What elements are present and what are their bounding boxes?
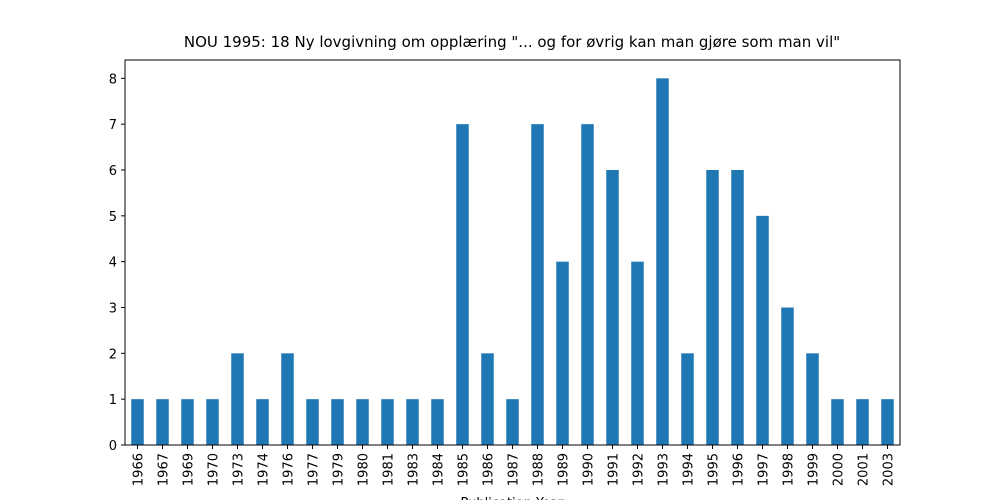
bar bbox=[831, 399, 844, 445]
bar bbox=[206, 399, 219, 445]
y-tick-label: 7 bbox=[109, 118, 117, 133]
chart-title: NOU 1995: 18 Ny lovgivning om opplæring … bbox=[184, 33, 840, 51]
bar bbox=[356, 399, 369, 445]
bar bbox=[331, 399, 344, 445]
bar bbox=[656, 78, 669, 445]
y-tick-label: 4 bbox=[109, 256, 117, 271]
x-tick-label: 2001 bbox=[857, 453, 872, 486]
x-tick-label: 1973 bbox=[232, 453, 247, 486]
bar bbox=[531, 124, 544, 446]
bar bbox=[631, 261, 644, 445]
bar bbox=[731, 170, 744, 445]
x-axis-label: Publication Year bbox=[461, 496, 565, 500]
y-tick-label: 8 bbox=[109, 72, 117, 87]
x-tick-label: 1989 bbox=[557, 453, 572, 486]
x-tick-label: 1979 bbox=[332, 453, 347, 486]
x-tick-label: 1995 bbox=[707, 453, 722, 486]
bar bbox=[556, 261, 569, 445]
bar bbox=[256, 399, 269, 445]
x-tick-label: 1988 bbox=[532, 453, 547, 486]
x-tick-label: 1993 bbox=[657, 453, 672, 486]
x-tick-label: 1983 bbox=[407, 453, 422, 486]
x-tick-label: 2000 bbox=[832, 453, 847, 486]
bar bbox=[481, 353, 494, 445]
y-tick-label: 1 bbox=[109, 393, 117, 408]
x-tick-label: 1991 bbox=[607, 453, 622, 486]
x-tick-label: 1990 bbox=[582, 453, 597, 486]
bar bbox=[456, 124, 469, 446]
x-tick-label: 1987 bbox=[507, 453, 522, 486]
bar bbox=[156, 399, 169, 445]
x-tick-label: 1967 bbox=[157, 453, 172, 486]
x-tick-label: 1976 bbox=[282, 453, 297, 486]
x-tick-label: 1986 bbox=[482, 453, 497, 486]
x-tick-label: 1997 bbox=[757, 453, 772, 486]
y-tick-label: 2 bbox=[109, 347, 117, 362]
bar bbox=[506, 399, 519, 445]
bar bbox=[131, 399, 144, 445]
x-tick-label: 1992 bbox=[632, 453, 647, 486]
bar bbox=[706, 170, 719, 445]
bar bbox=[681, 353, 694, 445]
x-tick-label: 1977 bbox=[307, 453, 322, 486]
y-tick-label: 3 bbox=[109, 302, 117, 317]
bar bbox=[756, 215, 769, 445]
bar bbox=[606, 170, 619, 445]
x-tick-label: 2003 bbox=[882, 453, 897, 486]
x-tick-label: 1998 bbox=[782, 453, 797, 486]
bar bbox=[181, 399, 194, 445]
x-tick-label: 1985 bbox=[457, 453, 472, 486]
bar bbox=[306, 399, 319, 445]
bar bbox=[381, 399, 394, 445]
bar bbox=[856, 399, 869, 445]
x-tick-label: 1984 bbox=[432, 453, 447, 486]
bar bbox=[881, 399, 894, 445]
x-tick-label: 1974 bbox=[257, 453, 272, 486]
bar bbox=[231, 353, 244, 445]
plot-frame bbox=[124, 59, 901, 446]
x-tick-label: 1980 bbox=[357, 453, 372, 486]
bar bbox=[806, 353, 819, 445]
x-tick-label: 1969 bbox=[182, 453, 197, 486]
x-tick-label: 1966 bbox=[132, 453, 147, 486]
x-tick-label: 1996 bbox=[732, 453, 747, 486]
x-tick-label: 1999 bbox=[807, 453, 822, 486]
x-tick-label: 1994 bbox=[682, 453, 697, 486]
y-tick-label: 5 bbox=[109, 210, 117, 225]
bar bbox=[406, 399, 419, 445]
x-tick-label: 1970 bbox=[207, 453, 222, 486]
y-tick-label: 6 bbox=[109, 164, 117, 179]
y-tick-label: 0 bbox=[109, 439, 117, 454]
bar bbox=[781, 307, 794, 445]
bar bbox=[431, 399, 444, 445]
x-tick-label: 1981 bbox=[382, 453, 397, 486]
bar bbox=[281, 353, 294, 445]
bar bbox=[581, 124, 594, 446]
